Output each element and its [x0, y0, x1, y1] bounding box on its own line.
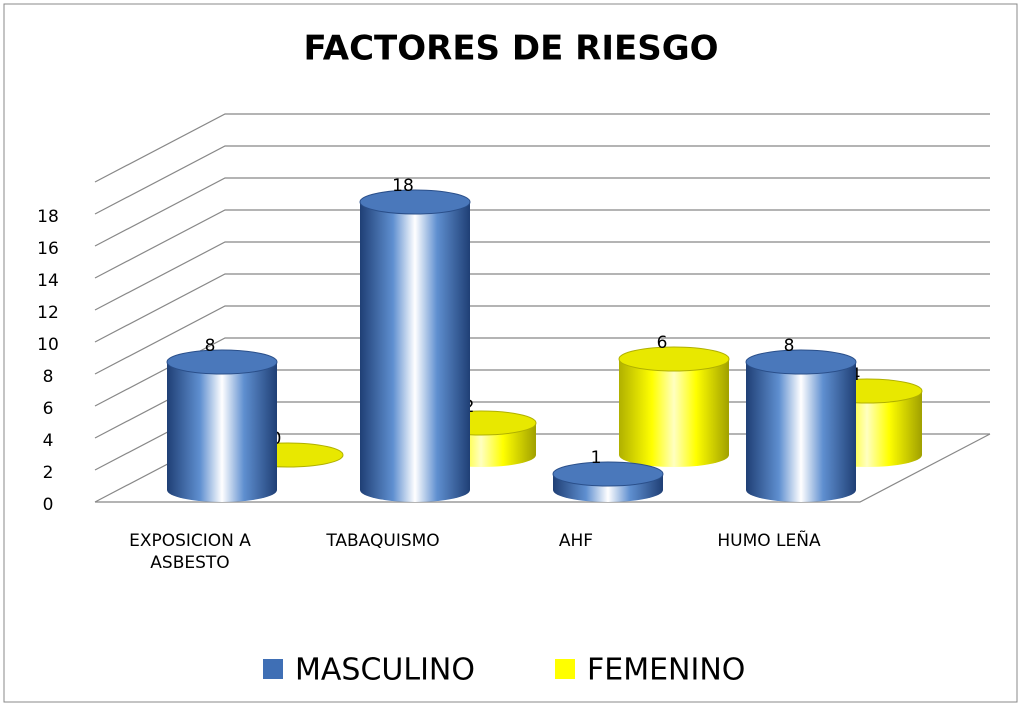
cylinder: [619, 359, 729, 467]
cylinder-top: [618, 346, 730, 372]
cylinder-top: [359, 189, 471, 215]
cylinder: [167, 362, 277, 502]
cylinder: [360, 202, 470, 502]
grid-line: [94, 337, 990, 407]
chart-border: [3, 3, 1018, 703]
x-tick-label: HUMO LEÑA: [717, 531, 821, 551]
y-tick-label: 14: [37, 271, 59, 291]
legend-label: MASCULINO: [295, 653, 475, 688]
cylinder-top: [745, 349, 857, 375]
grid-line: [94, 273, 990, 343]
value-label: 18: [392, 176, 414, 196]
grid-line: [94, 177, 990, 247]
x-tick-label: AHF: [558, 531, 594, 551]
legend-swatch: [263, 659, 283, 679]
grid-line: [94, 145, 990, 215]
y-tick-label: 4: [43, 431, 54, 451]
y-tick-label: 10: [37, 335, 59, 355]
y-tick-label: 8: [43, 367, 54, 387]
y-tick-label: 2: [43, 463, 54, 483]
y-tick-label: 18: [37, 207, 59, 227]
chart-title: FACTORES DE RIESGO: [303, 29, 718, 69]
grid-line: [94, 209, 990, 279]
legend-swatch: [555, 659, 575, 679]
floor-edge: [95, 433, 991, 503]
y-tick-label: 16: [37, 239, 59, 259]
grid-line: [94, 113, 990, 183]
y-tick-label: 6: [43, 399, 54, 419]
grid-line: [94, 305, 990, 375]
x-tick-label: EXPOSICION A ASBESTO: [129, 531, 251, 573]
cylinder: [746, 362, 856, 502]
cylinder-top: [552, 461, 664, 487]
value-label: 6: [657, 333, 668, 353]
grid-line: [94, 241, 990, 311]
value-label: 1: [591, 448, 602, 468]
value-label: 8: [784, 336, 795, 356]
cylinder-top: [166, 349, 278, 375]
x-tick-label: TABAQUISMO: [326, 531, 440, 551]
y-tick-label: 0: [43, 495, 54, 515]
legend-label: FEMENINO: [587, 653, 745, 688]
value-label: 8: [205, 336, 216, 356]
y-tick-label: 12: [37, 303, 59, 323]
